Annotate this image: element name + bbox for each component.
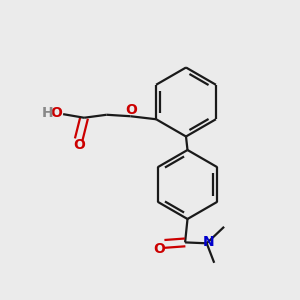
Text: O: O: [51, 106, 62, 120]
Text: O: O: [125, 103, 137, 117]
Text: O: O: [153, 242, 165, 256]
Text: H: H: [42, 106, 53, 120]
Text: N: N: [203, 235, 214, 248]
Text: O: O: [74, 138, 85, 152]
